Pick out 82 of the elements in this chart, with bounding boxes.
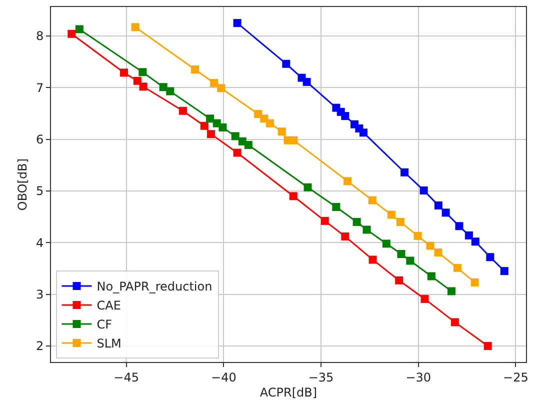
point: [218, 123, 227, 132]
point: [68, 30, 76, 38]
point: [304, 183, 312, 192]
point: [302, 78, 311, 86]
point: [341, 112, 350, 120]
point: [426, 242, 434, 250]
x-tick-label: −35: [308, 370, 334, 384]
x-tick-label: −45: [114, 370, 140, 384]
point: [290, 136, 298, 144]
point: [200, 122, 208, 130]
point: [414, 232, 422, 240]
y-axis-title: OBO[dB]: [15, 158, 30, 211]
x-tick-label: −40: [211, 370, 236, 384]
point: [368, 256, 377, 264]
point: [244, 140, 252, 149]
point: [362, 226, 371, 234]
point: [396, 218, 404, 226]
point: [400, 168, 409, 176]
legend-label: SLM: [96, 336, 122, 351]
point: [427, 272, 436, 280]
point: [420, 294, 429, 303]
point: [442, 208, 450, 217]
point: [332, 202, 340, 211]
point: [382, 240, 390, 248]
point: [500, 267, 508, 276]
point: [450, 318, 459, 326]
point: [406, 256, 414, 265]
y-tick-label: 3: [36, 288, 44, 302]
point: [395, 276, 404, 284]
point: [447, 287, 456, 296]
point: [178, 106, 187, 115]
y-tick-label: 4: [36, 236, 44, 250]
point: [343, 177, 352, 186]
point: [434, 201, 442, 210]
point: [217, 84, 226, 92]
point: [75, 25, 84, 34]
legend-label: No_PAPR_reduction: [96, 280, 212, 294]
point: [138, 68, 147, 76]
point: [139, 82, 148, 91]
point: [231, 132, 240, 140]
point: [464, 231, 473, 240]
point: [397, 250, 406, 258]
y-tick-label: 6: [36, 132, 44, 146]
point: [352, 218, 361, 226]
point: [341, 232, 350, 240]
point: [420, 186, 428, 194]
point: [368, 196, 376, 204]
point: [470, 278, 479, 286]
x-tick-label: −25: [503, 370, 528, 384]
x-axis-title: ACPR[dB]: [260, 385, 318, 400]
point: [266, 119, 274, 128]
y-tick-label: 2: [36, 339, 44, 354]
point: [455, 222, 464, 230]
point: [486, 253, 494, 262]
point: [131, 23, 140, 32]
point: [282, 60, 290, 68]
point: [387, 210, 396, 219]
point: [453, 264, 462, 272]
x-tick-label: −30: [406, 370, 432, 384]
point: [207, 130, 216, 138]
legend-label: CF: [96, 318, 112, 332]
point: [233, 148, 242, 157]
point: [434, 248, 442, 256]
y-tick-label: 8: [36, 29, 44, 44]
point: [133, 76, 142, 85]
point: [120, 68, 128, 77]
point: [260, 114, 268, 123]
y-tick-label: 5: [36, 184, 44, 198]
legend-label: CAE: [96, 298, 121, 313]
point: [278, 128, 286, 136]
point: [359, 128, 368, 137]
point: [233, 19, 242, 28]
point: [206, 114, 214, 123]
point: [191, 66, 200, 74]
point: [210, 78, 218, 87]
point: [484, 342, 492, 350]
point: [166, 87, 174, 96]
point: [320, 216, 329, 225]
point: [289, 192, 298, 200]
point: [159, 83, 168, 92]
point: [471, 238, 480, 246]
y-tick-label: 7: [36, 80, 44, 95]
